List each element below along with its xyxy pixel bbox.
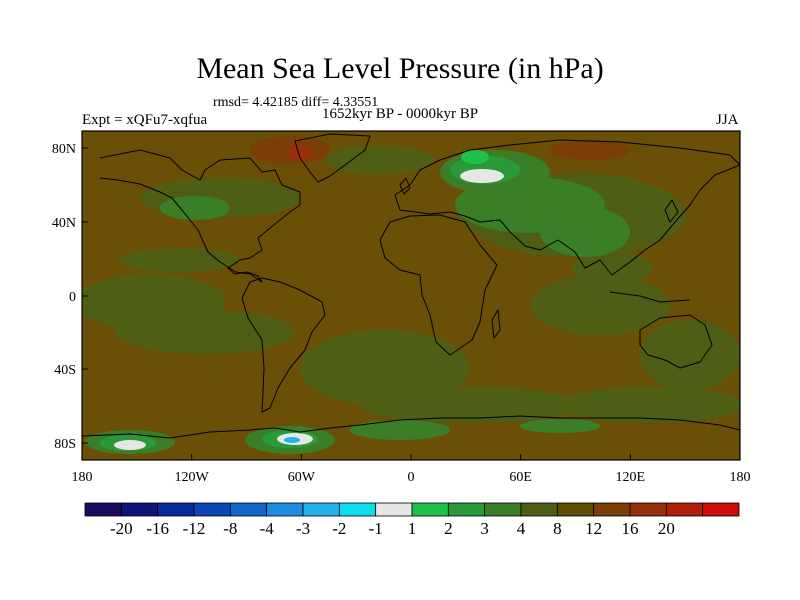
colorbar-segment — [556, 502, 595, 517]
field-southern-ocean — [360, 387, 580, 423]
lat-tick-label: 40S — [54, 363, 76, 378]
colorbar-label: -3 — [296, 519, 310, 538]
colorbar-label: 12 — [585, 519, 602, 538]
colorbar: -20 -16 -12 -8 -4 -3 -2 -1 1 2 3 4 8 12 16 20 — [84, 502, 740, 538]
colorbar-segment — [593, 502, 631, 517]
lon-tick-label: 120E — [616, 470, 646, 485]
colorbar-segment — [375, 502, 413, 517]
stats-label: rmsd= 4.42185 diff= 4.33551 — [213, 95, 379, 110]
field-antarctic-coast-2 — [520, 419, 600, 433]
colorbar-label: 2 — [444, 519, 453, 538]
colorbar-label: -4 — [260, 519, 275, 538]
coast-australia — [639, 314, 713, 369]
coast-africa — [379, 214, 498, 356]
colorbar-label: 1 — [408, 519, 417, 538]
field-pacific-south — [115, 310, 295, 354]
coast-greenland — [294, 133, 371, 183]
colorbar-segment — [447, 502, 486, 517]
colorbar-label: 8 — [553, 519, 562, 538]
colorbar-label: -16 — [146, 519, 169, 538]
colorbar-label: -12 — [183, 519, 206, 538]
colorbar-segment — [120, 502, 159, 517]
colorbar-label: -8 — [223, 519, 237, 538]
colorbar-label: -1 — [369, 519, 383, 538]
field-tibet — [540, 207, 630, 257]
coast-antarctica — [82, 415, 740, 439]
season-label: JJA — [716, 112, 739, 128]
lat-tick-label: 80N — [52, 142, 76, 157]
coast-uk — [399, 177, 411, 195]
field-antarctic-coast — [350, 420, 450, 440]
field-canada — [160, 196, 230, 220]
period-label: 1652kyr BP - 0000kyr BP — [322, 106, 479, 122]
field-kara-low — [460, 169, 504, 183]
colorbar-segment — [484, 502, 522, 517]
colorbar-segment — [702, 502, 740, 517]
colorbar-segment — [665, 502, 704, 517]
coast-japan — [664, 199, 679, 223]
lat-tick-label: 40N — [52, 216, 76, 231]
colorbar-segment — [193, 502, 231, 517]
coast-south-america — [241, 277, 326, 413]
colorbar-segment — [266, 502, 304, 517]
field-weddell-low-core — [284, 437, 300, 443]
colorbar-label: -20 — [110, 519, 133, 538]
field-trop-pacific — [120, 248, 240, 272]
lat-tick-label: 80S — [54, 437, 76, 452]
field-australia — [640, 320, 740, 390]
colorbar-label: -2 — [332, 519, 346, 538]
field-ross-low — [114, 440, 146, 450]
pressure-field — [82, 131, 740, 460]
colorbar-segment — [338, 502, 377, 517]
lat-tick-label: 0 — [69, 290, 76, 305]
lon-tick-label: 0 — [408, 470, 415, 485]
coastlines — [82, 133, 740, 439]
lon-tick-label: 60E — [509, 470, 532, 485]
field-indian-ocean — [530, 275, 670, 335]
coast-north-america — [99, 149, 301, 283]
colorbar-label: 3 — [480, 519, 489, 538]
field-barents-bright — [461, 150, 489, 164]
field-greenland-core — [286, 146, 314, 160]
coast-indonesia — [609, 291, 691, 303]
colorbar-segment — [302, 502, 340, 517]
coast-eurasia — [394, 139, 740, 276]
field-south-atlantic — [300, 330, 470, 406]
field-siberia-high — [550, 140, 630, 160]
colorbar-segment — [629, 502, 667, 517]
colorbar-segment — [411, 502, 449, 517]
colorbar-label: 16 — [622, 519, 639, 538]
colorbar-segment — [229, 502, 268, 517]
colorbar-segment — [84, 502, 122, 517]
colorbar-label: 4 — [517, 519, 526, 538]
field-southern-ocean-2 — [555, 387, 740, 423]
field-north-atlantic — [325, 146, 435, 174]
lon-tick-label: 180 — [72, 470, 93, 485]
colorbar-segment — [520, 502, 558, 517]
colorbar-label: 20 — [658, 519, 675, 538]
colorbar-segment — [157, 502, 195, 517]
coast-madagascar — [491, 309, 501, 339]
lon-tick-label: 60W — [288, 470, 316, 485]
lon-tick-label: 120W — [175, 470, 210, 485]
page-title: Mean Sea Level Pressure (in hPa) — [196, 52, 604, 85]
experiment-label: Expt = xQFu7-xqfua — [82, 112, 208, 128]
lat-axis: 80N 40N 0 40S 80S — [52, 142, 88, 452]
lon-tick-label: 180 — [730, 470, 751, 485]
lon-axis: 180 120W 60W 0 60E 120E 180 — [72, 454, 751, 485]
